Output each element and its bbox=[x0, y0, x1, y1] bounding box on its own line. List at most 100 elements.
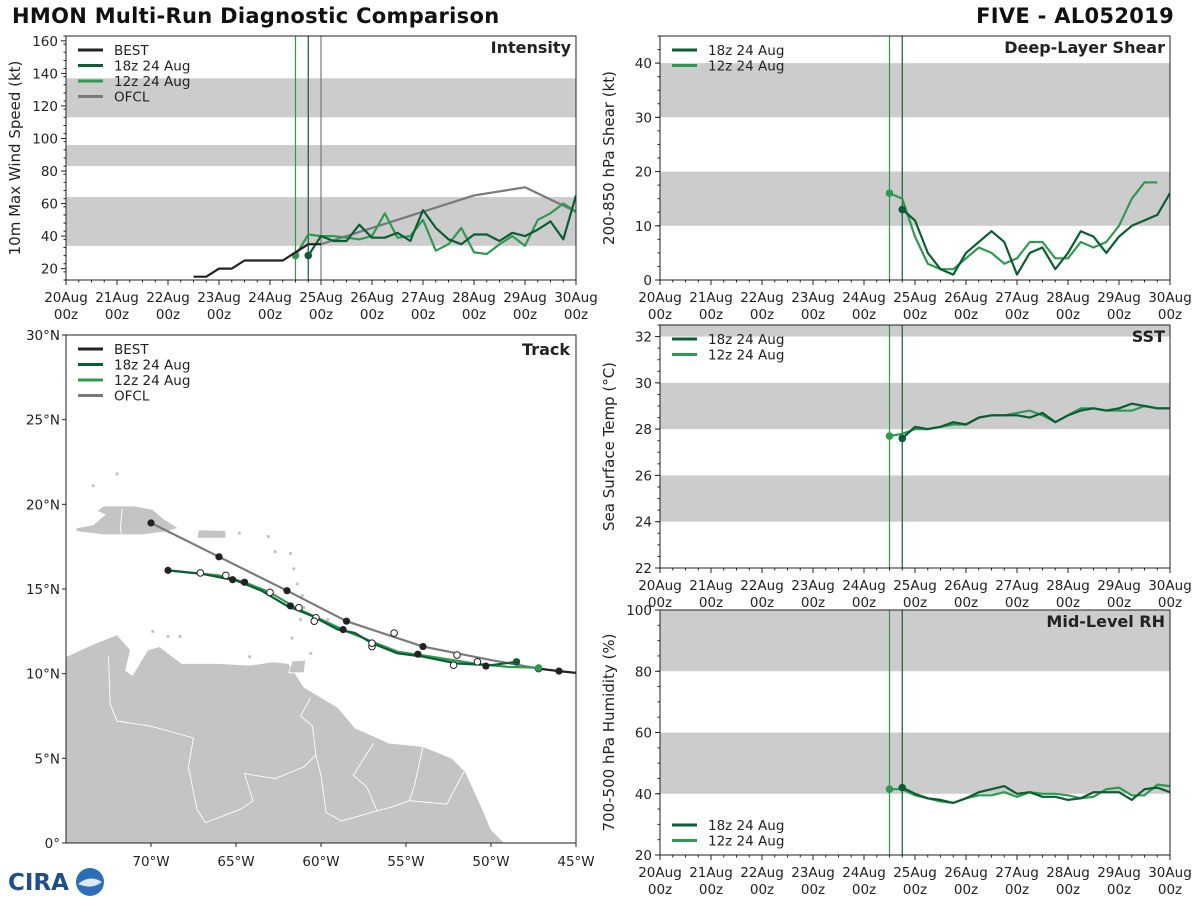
rh-xtick-label-hour: 00z bbox=[801, 882, 825, 898]
sst-xtick-label-hour: 00z bbox=[1005, 595, 1029, 611]
country-border bbox=[409, 771, 465, 805]
shear-xtick-label-hour: 00z bbox=[1005, 307, 1029, 323]
rh-xtick-label: 29Aug bbox=[1097, 865, 1141, 881]
intensity-ytick-label: 120 bbox=[32, 99, 58, 115]
intensity-series-best bbox=[193, 243, 321, 278]
sst-xtick-label: 29Aug bbox=[1097, 578, 1141, 594]
sst-xtick-label-hour: 00z bbox=[699, 595, 723, 611]
track-xtick-label: 50°W bbox=[472, 854, 509, 870]
island-dot bbox=[326, 617, 330, 622]
sst-legend-label-run18: 18z 24 Aug bbox=[708, 332, 784, 348]
shear-xtick-label: 24Aug bbox=[842, 290, 886, 306]
rh-ytick-label: 80 bbox=[635, 664, 652, 680]
shear-series-run12 bbox=[889, 181, 1158, 271]
track-ytick-label: 10°N bbox=[26, 667, 60, 683]
track-start-run12 bbox=[535, 664, 543, 672]
intensity-legend-label-run18: 18z 24 Aug bbox=[114, 59, 190, 75]
shear-legend-label-run18: 18z 24 Aug bbox=[708, 43, 784, 59]
track-ytick-label: 25°N bbox=[26, 413, 60, 429]
sst-xtick-label: 26Aug bbox=[944, 578, 988, 594]
sst-xtick-label-hour: 00z bbox=[1107, 595, 1131, 611]
track-point-filled bbox=[240, 578, 249, 586]
rh-plot-area bbox=[660, 610, 1170, 855]
sst-xtick-label: 24Aug bbox=[842, 578, 886, 594]
shear-xtick-label: 25Aug bbox=[893, 290, 937, 306]
intensity-xtick-label: 28Aug bbox=[452, 290, 496, 306]
shear-series-run18 bbox=[901, 192, 1170, 276]
sst-xtick-label: 27Aug bbox=[995, 578, 1039, 594]
sst-xtick-label-hour: 00z bbox=[648, 595, 672, 611]
island-dot bbox=[309, 651, 313, 655]
track-point-filled bbox=[414, 650, 422, 658]
rh-xtick-label-hour: 00z bbox=[1107, 882, 1131, 898]
intensity-xtick-label: 26Aug bbox=[350, 290, 394, 306]
shear-xtick-label: 26Aug bbox=[944, 290, 988, 306]
sst-xtick-label: 28Aug bbox=[1046, 578, 1090, 594]
rh-ytick-label: 60 bbox=[635, 726, 652, 742]
shear-xtick-label-hour: 00z bbox=[1107, 307, 1131, 323]
sst-start-point-run12 bbox=[885, 432, 894, 440]
intensity-xtick-label: 24Aug bbox=[248, 290, 292, 306]
island-dot bbox=[266, 534, 270, 539]
intensity-ytick-label: 140 bbox=[32, 66, 58, 82]
intensity-start-point-run18 bbox=[304, 251, 313, 260]
intensity-xtick-label: 21Aug bbox=[95, 290, 139, 306]
rh-band-1 bbox=[660, 610, 1170, 672]
shear-xtick-label: 30Aug bbox=[1148, 290, 1192, 306]
shear-xtick-label-hour: 00z bbox=[852, 307, 876, 323]
island-dot bbox=[295, 582, 299, 586]
sst-xtick-label: 22Aug bbox=[740, 578, 784, 594]
rh-start-point-run12 bbox=[885, 785, 894, 793]
intensity-xtick-label-hour: 00z bbox=[54, 307, 78, 323]
rh-xtick-label-hour: 00z bbox=[1158, 882, 1182, 898]
shear-band-1 bbox=[660, 63, 1170, 118]
shear-xtick-label-hour: 00z bbox=[903, 307, 927, 323]
island-dot bbox=[248, 655, 252, 659]
shear-start-point-run12 bbox=[885, 189, 894, 198]
shear-xtick-label: 29Aug bbox=[1097, 290, 1141, 306]
intensity-xtick-label: 29Aug bbox=[503, 290, 547, 306]
hispaniola-land bbox=[75, 505, 180, 536]
rh-start-point-run18 bbox=[898, 783, 907, 792]
rh-xtick-label: 27Aug bbox=[995, 865, 1039, 881]
track-map-area bbox=[66, 472, 576, 843]
rh-xtick-label: 21Aug bbox=[689, 865, 733, 881]
sst-plot-area bbox=[660, 325, 1170, 568]
figure-title: HMON Multi-Run Diagnostic Comparison bbox=[12, 4, 500, 28]
track-point-filled bbox=[283, 587, 291, 595]
sst-xtick-label-hour: 00z bbox=[750, 595, 774, 611]
rh-band-0 bbox=[660, 732, 1170, 794]
sst-xtick-label-hour: 00z bbox=[852, 595, 876, 611]
shear-ytick-label: 40 bbox=[635, 56, 652, 72]
panel-sst: 22242628303220Aug00z21Aug00z22Aug00z23Au… bbox=[600, 324, 1192, 611]
shear-legend-label-run12: 12z 24 Aug bbox=[708, 59, 784, 75]
island-dot bbox=[299, 617, 303, 622]
shear-plot-area bbox=[660, 36, 1170, 280]
trinidad-land bbox=[288, 659, 307, 674]
intensity-xtick-label: 30Aug bbox=[554, 290, 598, 306]
south-america-land bbox=[66, 634, 506, 843]
sst-xtick-label: 23Aug bbox=[791, 578, 835, 594]
track-point-open bbox=[473, 658, 482, 666]
track-point-open bbox=[222, 571, 230, 580]
track-point-filled bbox=[555, 667, 563, 675]
intensity-xtick-label-hour: 00z bbox=[156, 307, 180, 323]
intensity-ytick-label: 20 bbox=[41, 262, 58, 278]
shear-xtick-label-hour: 00z bbox=[699, 307, 723, 323]
track-point-open bbox=[310, 617, 319, 625]
shear-xtick-label: 20Aug bbox=[638, 290, 682, 306]
intensity-xtick-label: 23Aug bbox=[197, 290, 241, 306]
sst-xtick-label-hour: 00z bbox=[954, 595, 978, 611]
rh-xtick-label-hour: 00z bbox=[648, 882, 672, 898]
track-ytick-label: 15°N bbox=[26, 582, 60, 598]
shear-start-point-run18 bbox=[898, 205, 907, 214]
track-point-filled bbox=[419, 642, 427, 651]
track-point-filled bbox=[147, 519, 155, 527]
panel-rh: 2040608010020Aug00z21Aug00z22Aug00z23Aug… bbox=[600, 603, 1192, 898]
rh-xtick-label: 28Aug bbox=[1046, 865, 1090, 881]
track-point-open bbox=[449, 661, 458, 670]
track-xtick-label: 60°W bbox=[302, 854, 339, 870]
rh-xtick-label-hour: 00z bbox=[1056, 882, 1080, 898]
track-legend-label-ofcl: OFCL bbox=[114, 389, 150, 405]
sst-ytick-label: 22 bbox=[635, 561, 652, 577]
